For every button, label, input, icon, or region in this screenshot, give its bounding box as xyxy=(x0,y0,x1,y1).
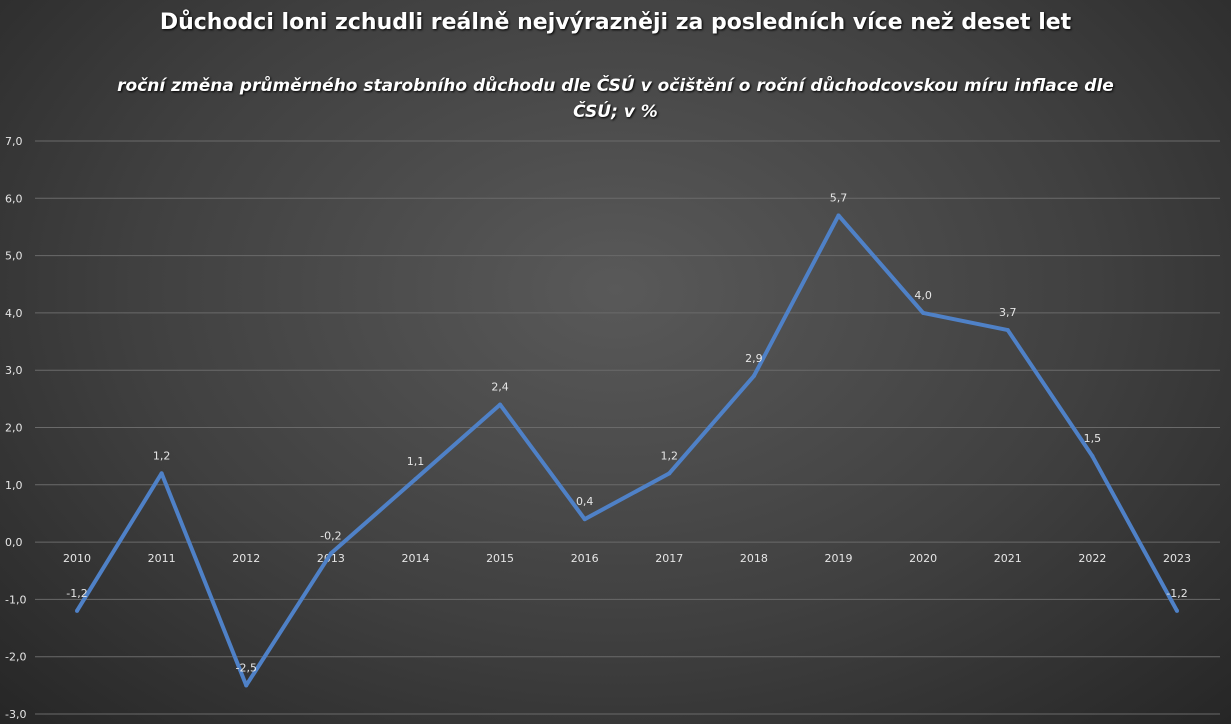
data-label: 5,7 xyxy=(830,191,848,204)
x-tick-label: 2010 xyxy=(63,552,91,565)
y-tick-label: 7,0 xyxy=(5,135,23,148)
data-point xyxy=(75,608,79,613)
x-tick-label: 2011 xyxy=(148,552,176,565)
data-label: 3,7 xyxy=(999,306,1017,319)
series-line xyxy=(75,213,1179,688)
data-label: -1,2 xyxy=(66,587,87,600)
data-point xyxy=(244,683,249,688)
data-label: 1,5 xyxy=(1084,432,1102,445)
x-tick-label: 2016 xyxy=(571,552,599,565)
data-point xyxy=(413,477,418,482)
data-point xyxy=(921,310,926,315)
data-label: -0,2 xyxy=(320,530,341,543)
data-point xyxy=(1005,328,1010,333)
data-label: 0,4 xyxy=(576,495,594,508)
y-tick-label: 2,0 xyxy=(5,422,23,435)
x-tick-label: 2023 xyxy=(1163,552,1191,565)
x-tick-label: 2018 xyxy=(740,552,768,565)
data-point xyxy=(836,213,841,218)
data-label: 1,2 xyxy=(153,449,171,462)
data-point xyxy=(751,373,756,378)
data-point xyxy=(159,471,164,476)
y-tick-label: -2,0 xyxy=(5,651,26,664)
y-tick-label: 6,0 xyxy=(5,192,23,205)
data-point xyxy=(498,402,503,407)
y-tick-label: 5,0 xyxy=(5,250,23,263)
y-tick-label: -3,0 xyxy=(5,708,26,721)
y-tick-label: 4,0 xyxy=(5,307,23,320)
x-tick-label: 2022 xyxy=(1078,552,1106,565)
chart-subtitle: roční změna průměrného starobního důchod… xyxy=(117,76,1114,122)
data-label: -1,2 xyxy=(1166,587,1187,600)
data-label: -2,5 xyxy=(235,661,256,674)
data-label: 4,0 xyxy=(914,289,932,302)
data-label: 1,1 xyxy=(407,455,425,468)
x-tick-label: 2017 xyxy=(655,552,683,565)
data-point xyxy=(1090,454,1095,459)
data-point xyxy=(328,551,333,556)
x-tick-label: 2014 xyxy=(401,552,429,565)
chart-title: Důchodci loni zchudli reálně nejvýrazněj… xyxy=(159,10,1072,35)
x-tick-label: 2019 xyxy=(825,552,853,565)
x-tick-label: 2015 xyxy=(486,552,514,565)
x-tick-label: 2021 xyxy=(994,552,1022,565)
y-tick-label: -1,0 xyxy=(5,593,26,606)
data-label: 2,4 xyxy=(491,381,509,394)
data-point xyxy=(582,517,587,522)
x-tick-label: 2020 xyxy=(909,552,937,565)
data-label: 2,9 xyxy=(745,352,763,365)
x-tick-label: 2012 xyxy=(232,552,260,565)
y-tick-label: 0,0 xyxy=(5,536,23,549)
data-point xyxy=(1175,608,1179,613)
data-point xyxy=(667,471,672,476)
y-tick-label: 1,0 xyxy=(5,479,23,492)
data-label: 1,2 xyxy=(661,449,679,462)
y-tick-label: 3,0 xyxy=(5,364,23,377)
